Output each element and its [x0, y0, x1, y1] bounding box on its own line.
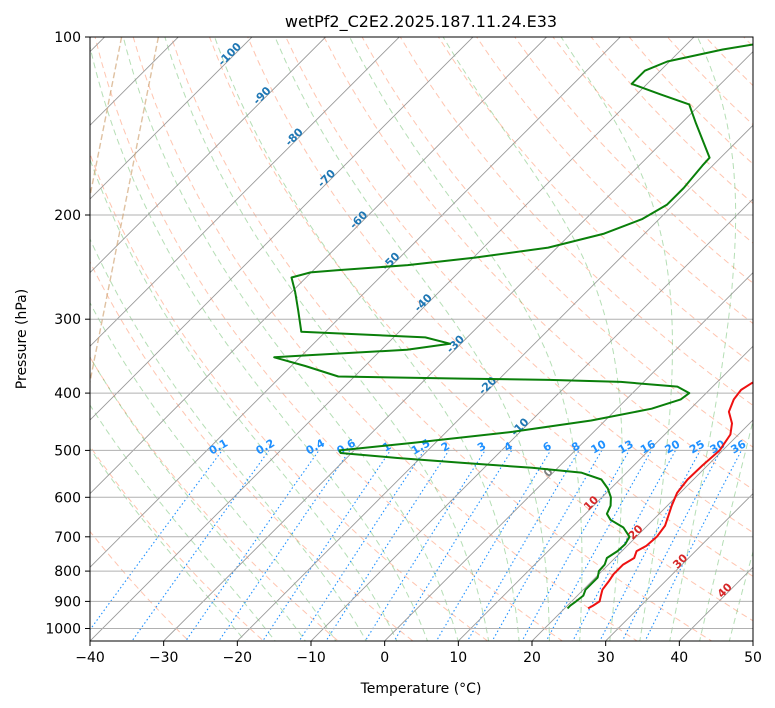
x-tick-label: −10	[296, 650, 326, 666]
isotherm-line	[90, 37, 327, 274]
dry-adiabat-line	[132, 37, 638, 641]
pressure-gridlines	[90, 37, 753, 629]
y-tick-label: 200	[54, 208, 81, 224]
dry-adiabats	[90, 37, 753, 641]
moist-adiabat-line	[90, 301, 337, 641]
x-tick-label: 0	[380, 650, 389, 666]
dry-adiabat-line	[90, 445, 265, 641]
y-tick-label: 400	[54, 386, 81, 402]
x-tick-label: 10	[449, 650, 467, 666]
isotherm-line	[457, 345, 753, 641]
special-isotherm-curves	[90, 37, 160, 386]
dry-adiabat-line	[90, 356, 339, 641]
dry-adiabat-line	[90, 260, 414, 641]
dewpoint-profile-line	[273, 43, 753, 610]
dry-adiabat-line	[476, 37, 753, 325]
dry-adiabat-line	[247, 37, 753, 577]
moist-adiabat-line	[560, 37, 673, 641]
dry-adiabat-line	[323, 37, 753, 491]
x-tick-label: 40	[670, 650, 688, 666]
plot-frame	[89, 36, 754, 642]
isotherm-line	[236, 124, 753, 641]
x-tick-label: −30	[149, 650, 179, 666]
x-tick-label: 50	[744, 650, 762, 666]
isotherm-line	[90, 37, 179, 126]
y-tick-label: 800	[54, 564, 81, 580]
x-tick-label: 20	[523, 650, 541, 666]
x-tick-label: −40	[75, 650, 105, 666]
isotherm-line	[90, 37, 253, 200]
isotherm-line	[90, 37, 474, 421]
x-tick-label: −20	[223, 650, 253, 666]
moist-adiabat-line	[214, 37, 520, 641]
isotherm-line	[604, 492, 753, 641]
moist-adiabat-line	[442, 37, 623, 641]
y-tick-label: 900	[54, 594, 81, 610]
special-isotherm-curve	[90, 37, 160, 386]
dry-adiabat-line	[90, 530, 190, 641]
isotherm-line	[162, 50, 753, 641]
isotherms	[90, 37, 753, 641]
moist-adiabat-line	[669, 37, 737, 641]
dry-adiabat-line	[514, 37, 753, 284]
y-tick-label: 600	[54, 490, 81, 506]
y-axis-label: Pressure (hPa)	[14, 289, 30, 389]
dry-adiabat-line	[90, 152, 489, 641]
isotherm-line	[90, 37, 695, 641]
moist-adiabat-line	[728, 550, 753, 641]
y-tick-label: 1000	[45, 622, 81, 638]
y-tick-label: 500	[54, 443, 81, 459]
isotherm-line	[90, 37, 548, 495]
moist-adiabat-line	[274, 37, 550, 641]
isotherm-line	[383, 271, 753, 641]
y-tick-label: 300	[54, 312, 81, 328]
isotherm-line	[90, 37, 621, 568]
moist-adiabat-line	[90, 356, 307, 641]
x-axis-label: Temperature (°C)	[360, 681, 482, 697]
dry-adiabat-line	[208, 37, 753, 622]
isotherm-line	[90, 37, 400, 347]
chart-title: wetPf2_C2E2.2025.187.11.24.E33	[285, 12, 557, 32]
temperature-profile-line	[587, 381, 753, 610]
isotherm-line	[310, 198, 753, 641]
sounding-profiles	[273, 43, 753, 610]
dry-adiabat-line	[361, 37, 753, 448]
isotherm-line	[531, 419, 753, 641]
x-tick-label: 30	[597, 650, 615, 666]
dry-adiabat-line	[94, 37, 564, 641]
axes: −40 −30 −20 −10 0 10 20 30 40 50 100 200 300 400 500 60…	[45, 30, 762, 666]
y-tick-label: 700	[54, 530, 81, 546]
dry-adiabat-line	[170, 37, 713, 641]
plot-area: 0.1 0.2 0.4 0.6 1 1.5 2 3 4 6 8 10 13 16 20 25 30 36-100-…	[90, 37, 753, 641]
y-tick-label: 100	[54, 30, 81, 46]
